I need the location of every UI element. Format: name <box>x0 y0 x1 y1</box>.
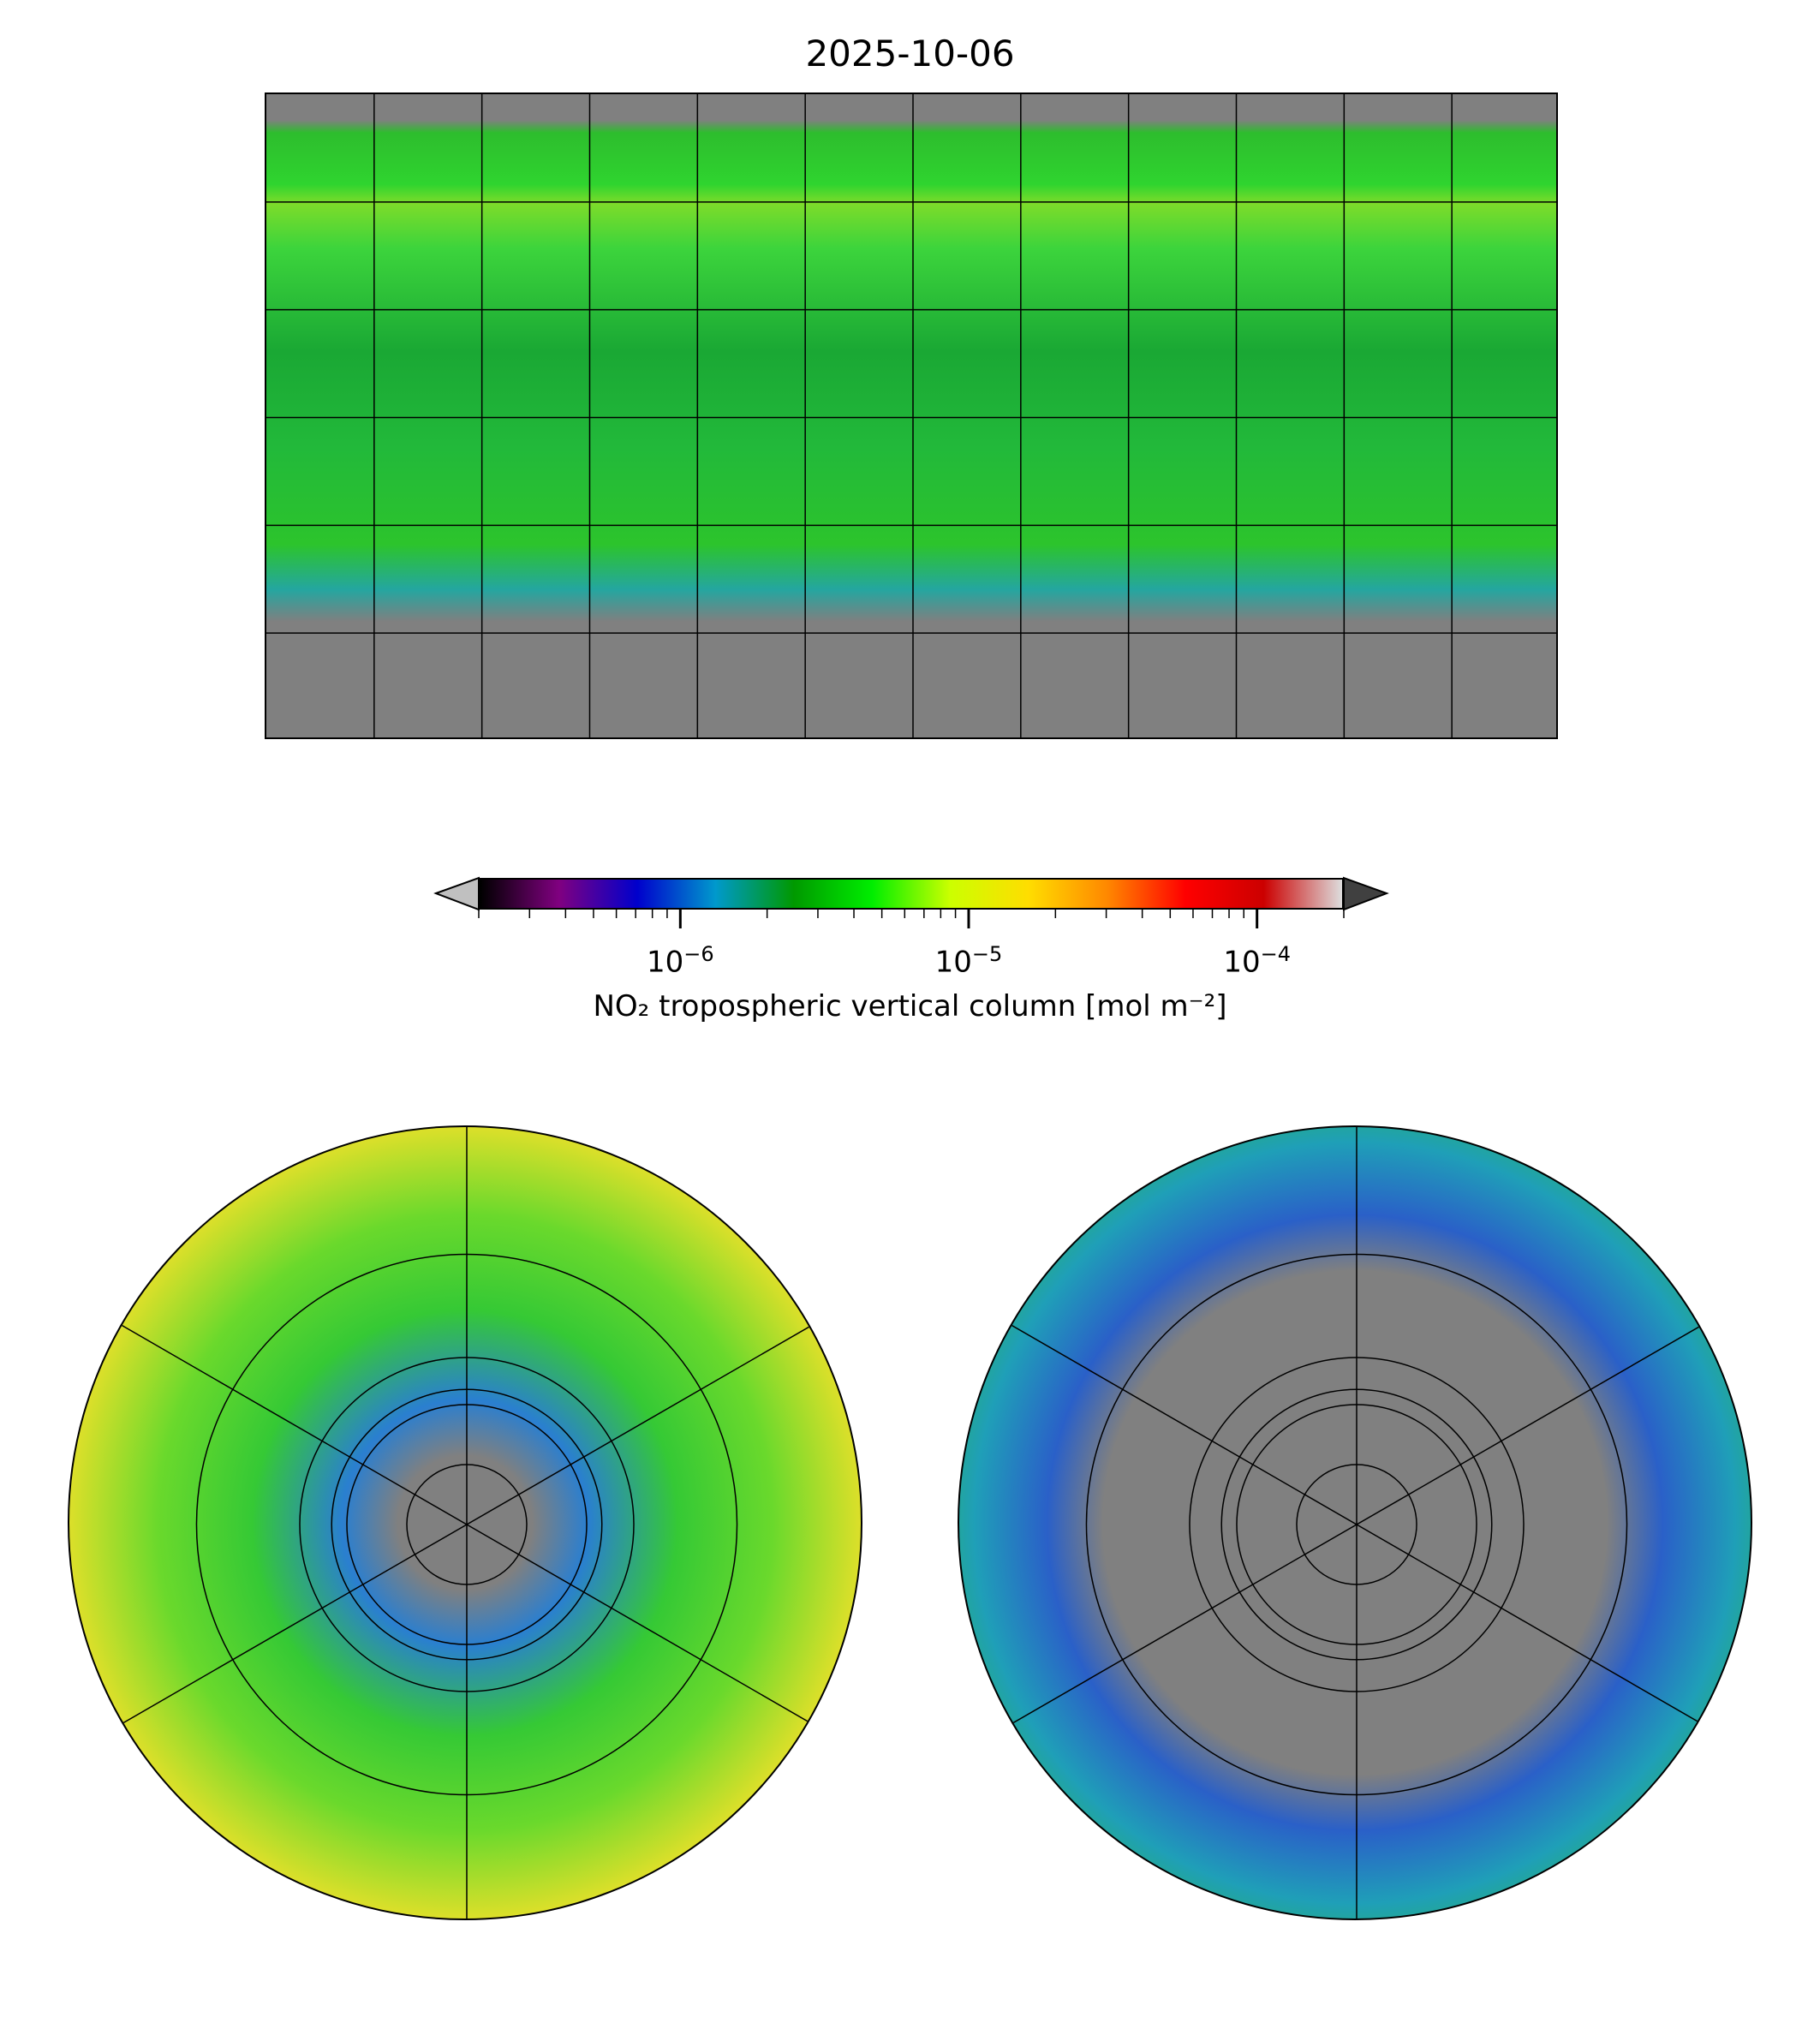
south-polar-map-panel <box>958 1125 1752 1920</box>
colorbar-tick-label: 10−4 <box>1223 942 1291 980</box>
north-polar-gridlines <box>87 1127 846 1919</box>
colorbar-extend-arrows <box>433 876 1389 928</box>
longitude-line <box>87 1524 468 1744</box>
longitude-line <box>466 1524 846 1744</box>
longitude-line <box>466 1305 846 1525</box>
global-map-panel <box>265 92 1558 739</box>
longitude-line <box>1356 1524 1736 1744</box>
colorbar-tick-label: 10−6 <box>646 942 714 980</box>
colorbar-label: NO₂ tropospheric vertical column [mol m⁻… <box>593 989 1227 1023</box>
south-polar-gridlines <box>977 1127 1736 1919</box>
longitude-line <box>1356 1305 1736 1525</box>
chart-title: 2025-10-06 <box>805 33 1015 75</box>
map-gridlines <box>266 94 1556 737</box>
colorbar-under-arrow <box>433 876 480 911</box>
north-polar-map-panel <box>68 1125 862 1920</box>
colorbar-ticks <box>478 910 1345 928</box>
longitude-line <box>87 1305 468 1525</box>
longitude-line <box>977 1305 1358 1525</box>
colorbar-over-arrow <box>1343 876 1389 911</box>
longitude-line <box>977 1524 1358 1744</box>
colorbar <box>479 878 1344 910</box>
colorbar-tick-label: 10−5 <box>934 942 1003 980</box>
